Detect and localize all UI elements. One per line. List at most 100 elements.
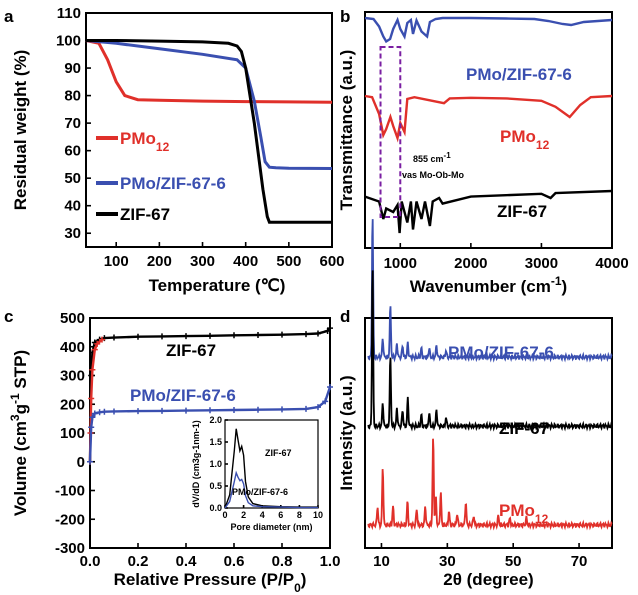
series-label-ZIF-67: ZIF-67 bbox=[166, 341, 216, 360]
y-tick-label: 110 bbox=[57, 5, 81, 22]
panel-letter-b: b bbox=[340, 7, 350, 26]
x-tick-label: 0.2 bbox=[128, 553, 149, 570]
text-part: PMo/ZIF-67-6 bbox=[448, 343, 554, 362]
text-part: ) bbox=[301, 570, 307, 589]
y-tick-label: -300 bbox=[55, 540, 85, 557]
inset-series-line-PMo/ZIF-67-6 bbox=[224, 470, 318, 509]
plot-frame bbox=[85, 12, 333, 248]
inset-x-tick-label: 4 bbox=[260, 510, 265, 520]
plot-frame bbox=[364, 11, 613, 249]
y-tick-label: 200 bbox=[60, 396, 85, 413]
data-marker bbox=[99, 336, 105, 343]
inset-series-label-ZIF-67: ZIF-67 bbox=[265, 448, 292, 458]
series-line-PMo12 bbox=[367, 438, 613, 531]
inset-x-tick-label: 10 bbox=[313, 510, 323, 520]
text-part: Wavenumber (cm bbox=[410, 277, 551, 296]
x-axis-label: Temperature (℃) bbox=[149, 276, 286, 295]
data-marker bbox=[279, 331, 285, 338]
y-tick-label: -100 bbox=[55, 483, 85, 500]
data-marker bbox=[159, 333, 165, 340]
text-part: ) bbox=[562, 277, 568, 296]
data-marker bbox=[207, 407, 213, 414]
text-part: PMo bbox=[120, 129, 156, 148]
inset-x-tick-label: 6 bbox=[278, 510, 283, 520]
inset-y-tick-label: 1.5 bbox=[209, 437, 222, 447]
inset-y-tick-label: 0.5 bbox=[209, 481, 222, 491]
text-part: PMo/ZIF-67-6 bbox=[466, 65, 572, 84]
data-marker bbox=[94, 340, 101, 347]
text-part: Relative Pressure (P/P bbox=[114, 570, 294, 589]
y-tick-label: 400 bbox=[60, 339, 85, 356]
data-marker bbox=[183, 407, 189, 414]
legend-label-PMo12: PMo12 bbox=[120, 129, 170, 154]
data-marker bbox=[303, 405, 309, 412]
y-tick-label: 300 bbox=[60, 368, 85, 385]
data-marker bbox=[88, 424, 95, 431]
text-part: 12 bbox=[536, 138, 550, 152]
inset-x-axis-label: Pore diameter (nm) bbox=[230, 522, 312, 532]
text-part: ZIF-67 bbox=[166, 341, 216, 360]
y-axis-label: Transmittance (a.u.) bbox=[337, 50, 356, 211]
series-line-PMo/ZIF-67-6 bbox=[367, 219, 613, 363]
text-part: PMo/ZIF-67-6 bbox=[130, 386, 236, 405]
y-tick-label: 500 bbox=[60, 310, 85, 327]
text-part: PMo bbox=[499, 501, 535, 520]
text-part: ZIF-67 bbox=[120, 205, 170, 224]
series-line-ZIF-67 bbox=[364, 189, 613, 234]
text-part: 12 bbox=[156, 140, 170, 154]
text-part: 855 cm bbox=[413, 154, 444, 164]
data-marker bbox=[183, 333, 189, 340]
data-marker bbox=[159, 407, 165, 414]
x-tick-label: 3000 bbox=[525, 255, 558, 272]
data-marker bbox=[279, 406, 285, 413]
text-part: ZIF-67 bbox=[499, 419, 549, 438]
inset-y-axis-label: dV/dD (cm3g-1nm-1) bbox=[191, 420, 201, 508]
text-part: PMo/ZIF-67-6 bbox=[120, 174, 226, 193]
data-marker bbox=[91, 346, 98, 353]
y-tick-label: 80 bbox=[64, 88, 81, 105]
x-axis-label: Wavenumber (cm-1) bbox=[410, 274, 567, 296]
data-marker bbox=[322, 398, 329, 405]
data-marker bbox=[89, 366, 96, 373]
x-tick-label: 0.8 bbox=[272, 553, 293, 570]
x-tick-label: 0.0 bbox=[80, 553, 101, 570]
data-marker bbox=[255, 406, 261, 413]
series-label-PMo/ZIF-67-6: PMo/ZIF-67-6 bbox=[466, 65, 572, 84]
text-part: 3 bbox=[8, 414, 22, 421]
data-marker bbox=[231, 332, 237, 339]
data-marker bbox=[135, 333, 141, 340]
data-marker bbox=[111, 334, 117, 341]
x-tick-label: 0.6 bbox=[224, 553, 245, 570]
x-tick-label: 1000 bbox=[384, 255, 417, 272]
x-tick-label: 50 bbox=[505, 553, 522, 570]
series-label-PMo/ZIF-67-6: PMo/ZIF-67-6 bbox=[130, 386, 236, 405]
x-tick-label: 100 bbox=[104, 253, 129, 270]
plot-frame bbox=[364, 317, 613, 549]
data-marker bbox=[135, 408, 141, 415]
series-line-ZIF-67 bbox=[367, 270, 613, 432]
series-line-PMo12 bbox=[364, 94, 613, 143]
text-part: 12 bbox=[535, 512, 549, 526]
x-axis-label: 2θ (degree) bbox=[443, 570, 533, 589]
y-tick-label: 90 bbox=[64, 60, 81, 77]
text-part: g bbox=[11, 404, 30, 414]
panel-letter-c: c bbox=[4, 307, 13, 326]
data-marker bbox=[89, 414, 96, 421]
annotation-wavenumber: 855 cm-1 bbox=[413, 151, 451, 165]
y-axis-label: Volume (cm3g-1 STP) bbox=[8, 350, 30, 516]
series-label-PMo12: PMo12 bbox=[499, 501, 549, 526]
panel-letter-a: a bbox=[4, 7, 14, 26]
inset-x-tick-label: 0 bbox=[222, 510, 227, 520]
text-part: 0 bbox=[294, 581, 301, 595]
data-marker bbox=[111, 408, 117, 415]
series-label-PMo12: PMo12 bbox=[500, 127, 550, 152]
panel-a: 30 40 50 60 70 80 90 100 110 100 200 300 400 500 600 Te… bbox=[11, 5, 345, 295]
text-part: -1 bbox=[551, 274, 562, 288]
x-tick-label: 2000 bbox=[454, 255, 487, 272]
x-tick-label: 0.4 bbox=[176, 553, 198, 570]
panel-d: 10 30 50 70 2θ (degree) Intensity (a.u.) PMo/Z… bbox=[337, 219, 613, 589]
x-tick-label: 200 bbox=[147, 253, 172, 270]
x-axis-label: Relative Pressure (P/P0) bbox=[114, 570, 307, 595]
